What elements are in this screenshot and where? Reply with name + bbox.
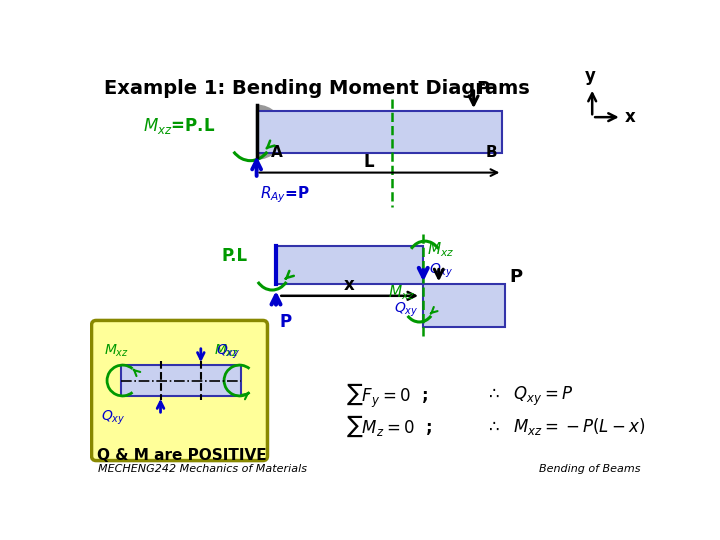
Bar (256, 111, 503, 153)
Text: L: L (364, 153, 374, 171)
Text: y: y (585, 67, 595, 85)
Text: $\sum M_z = 0$  ;: $\sum M_z = 0$ ; (346, 414, 432, 440)
Text: $M_{xz}$: $M_{xz}$ (104, 342, 129, 359)
Text: $M_{xz}$: $M_{xz}$ (388, 284, 415, 302)
Text: P: P (280, 313, 292, 330)
Text: $\therefore$  $Q_{xy} = P$: $\therefore$ $Q_{xy} = P$ (485, 384, 574, 408)
Wedge shape (256, 105, 284, 159)
Text: $\therefore$  $M_{xz} = -P(L-x)$: $\therefore$ $M_{xz} = -P(L-x)$ (485, 416, 646, 437)
Text: P.L: P.L (222, 247, 248, 265)
Text: B: B (485, 145, 497, 159)
Bar (276, 246, 423, 284)
Text: $R_{Ay}$=P: $R_{Ay}$=P (261, 184, 310, 205)
Text: $M_{xz}$=P.L: $M_{xz}$=P.L (143, 117, 215, 137)
Text: $\sum F_y = 0$  ;: $\sum F_y = 0$ ; (346, 382, 428, 410)
Text: $M_{xz}$: $M_{xz}$ (214, 342, 239, 359)
Text: x: x (344, 276, 355, 294)
Text: x: x (625, 108, 636, 126)
Bar (121, 365, 241, 396)
Text: Example 1: Bending Moment Diagrams: Example 1: Bending Moment Diagrams (104, 79, 530, 98)
Text: Q & M are POSITIVE: Q & M are POSITIVE (96, 448, 266, 463)
FancyBboxPatch shape (91, 320, 267, 461)
Text: A: A (271, 145, 282, 159)
Bar (423, 284, 505, 327)
Text: $Q_{xy}$: $Q_{xy}$ (394, 300, 418, 319)
Text: P: P (509, 268, 523, 286)
Text: $Q_{xy}$: $Q_{xy}$ (101, 408, 125, 427)
Text: $M_{xz}$: $M_{xz}$ (427, 240, 454, 259)
Text: $Q_{xy}$: $Q_{xy}$ (216, 343, 241, 361)
Text: Bending of Beams: Bending of Beams (539, 464, 640, 475)
Text: P: P (477, 80, 490, 98)
Text: MECHENG242 Mechanics of Materials: MECHENG242 Mechanics of Materials (98, 464, 307, 475)
Text: $Q_{xy}$: $Q_{xy}$ (429, 262, 454, 280)
